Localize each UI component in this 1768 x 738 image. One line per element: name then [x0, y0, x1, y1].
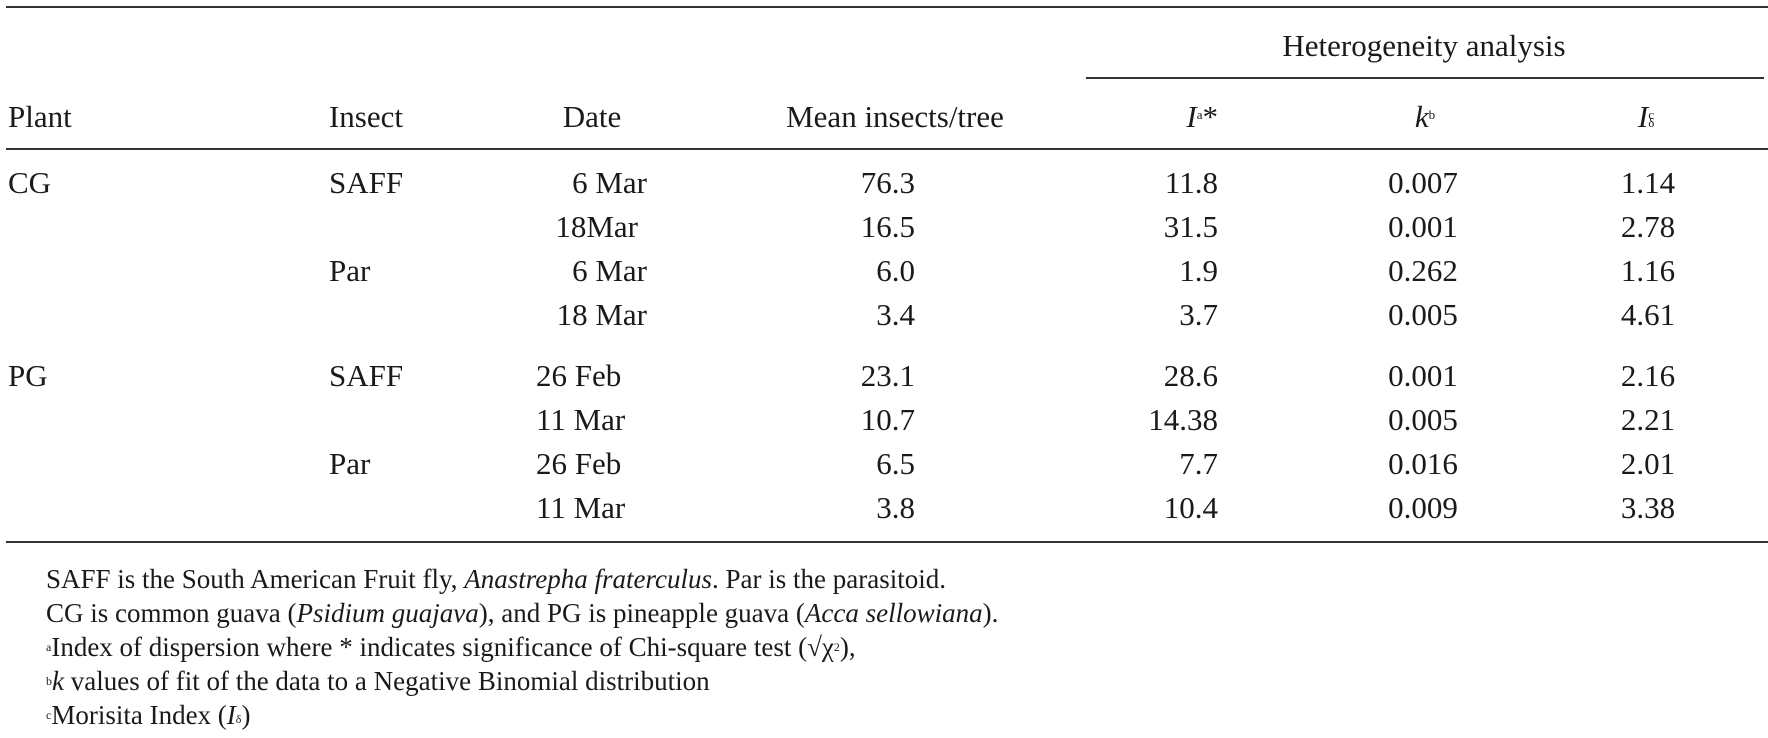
heterogeneity-analysis-heading: Heterogeneity analysis: [1282, 28, 1566, 63]
cell-mean: 10.7: [860, 402, 915, 437]
cell-morisita: 2.21: [1620, 402, 1676, 437]
cell-date: 6 Mar: [572, 253, 647, 288]
cell-insect: SAFF: [329, 165, 404, 200]
cell-i: 1.9: [1179, 253, 1218, 288]
cell-i: 7.7: [1179, 446, 1218, 481]
cell-k: 0.005: [1388, 402, 1458, 437]
footnote-morisita: cMorisita Index (Iδ): [46, 700, 251, 730]
col-header-morisita: Iδc: [1637, 99, 1655, 134]
cell-mean: 3.4: [876, 297, 915, 332]
footnote-index-dispersion: aIndex of dispersion where * indicates s…: [46, 632, 856, 662]
cell-morisita: 3.38: [1620, 490, 1676, 525]
cell-morisita: 2.78: [1620, 209, 1676, 244]
col-header-plant: Plant: [8, 99, 72, 134]
cell-morisita: 2.01: [1620, 446, 1676, 481]
cell-mean: 76.3: [860, 165, 915, 200]
cell-k: 0.007: [1388, 165, 1458, 200]
header-rule: [6, 148, 1768, 150]
bottom-rule: [6, 541, 1768, 543]
cell-k: 0.016: [1388, 446, 1458, 481]
cell-i: 14.38: [1148, 402, 1218, 437]
cell-mean: 6.0: [876, 253, 915, 288]
cell-mean: 16.5: [860, 209, 915, 244]
group-rule: [1086, 77, 1764, 79]
cell-i: 10.4: [1163, 490, 1218, 525]
cell-morisita: 2.16: [1620, 358, 1676, 393]
col-header-k: kb: [1414, 99, 1436, 134]
col-header-date: Date: [562, 99, 622, 134]
footnote-saff: SAFF is the South American Fruit fly, An…: [46, 564, 946, 594]
cell-k: 0.001: [1388, 209, 1458, 244]
footnote-k-values: bk values of fit of the data to a Negati…: [46, 666, 710, 696]
cell-i: 11.8: [1164, 165, 1218, 200]
cell-k: 0.005: [1388, 297, 1458, 332]
cell-k: 0.262: [1388, 253, 1458, 288]
cell-date: 18Mar: [555, 209, 638, 244]
cell-insect: Par: [329, 253, 371, 288]
cell-date: 11 Mar: [536, 402, 626, 437]
cell-mean: 23.1: [860, 358, 915, 393]
cell-morisita: 1.14: [1620, 165, 1676, 200]
cell-date: 26 Feb: [536, 358, 622, 393]
cell-i: 3.7: [1179, 297, 1218, 332]
cell-date: 18 Mar: [556, 297, 647, 332]
footnote-guava: CG is common guava (Psidium guajava), an…: [46, 598, 999, 628]
cell-k: 0.001: [1388, 358, 1458, 393]
cell-morisita: 4.61: [1620, 297, 1676, 332]
cell-mean: 6.5: [876, 446, 915, 481]
cell-plant: CG: [8, 165, 52, 200]
cell-plant: PG: [8, 358, 48, 393]
col-header-i: Ia*: [1186, 99, 1218, 134]
cell-morisita: 1.16: [1620, 253, 1676, 288]
cell-i: 31.5: [1163, 209, 1218, 244]
top-rule: [6, 6, 1768, 8]
cell-i: 28.6: [1163, 358, 1218, 393]
cell-date: 11 Mar: [536, 490, 626, 525]
cell-mean: 3.8: [876, 490, 915, 525]
cell-k: 0.009: [1388, 490, 1458, 525]
cell-insect: Par: [329, 446, 371, 481]
cell-insect: SAFF: [329, 358, 404, 393]
cell-date: 26 Feb: [536, 446, 622, 481]
col-header-mean: Mean insects/tree: [786, 99, 1004, 134]
col-header-insect: Insect: [328, 99, 404, 134]
cell-date: 6 Mar: [572, 165, 647, 200]
